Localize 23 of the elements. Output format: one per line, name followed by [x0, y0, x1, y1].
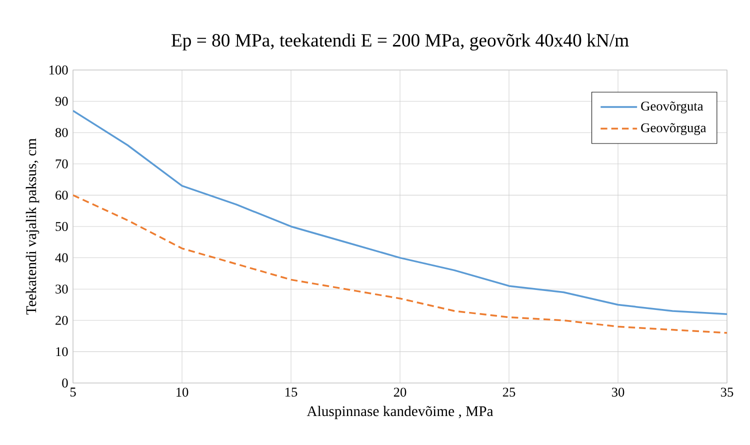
y-tick-label: 60: [56, 190, 68, 200]
x-tick-label: 15: [286, 388, 298, 397]
x-tick-label: 5: [70, 388, 76, 397]
y-tick-label: 80: [55, 128, 68, 138]
y-tick-label: 50: [56, 222, 68, 231]
x-tick-label: 30: [612, 388, 624, 397]
x-tick-label: 35: [720, 388, 734, 397]
y-tick-label: 100: [49, 65, 68, 74]
legend-label: Geovõrguta: [641, 101, 704, 114]
y-axis-title: Teekatendi vajalik paksus, cm: [26, 138, 40, 314]
x-tick-label: 25: [502, 388, 516, 397]
y-tick-label: 40: [55, 253, 68, 262]
y-tick-label: 20: [56, 316, 68, 325]
x-tick-label: 20: [394, 388, 406, 397]
x-tick-label: 10: [176, 388, 188, 397]
y-tick-label: 0: [62, 378, 68, 388]
legend-label: Geovõrguga: [641, 123, 706, 136]
y-tick-label: 70: [56, 159, 68, 168]
y-tick-label: 30: [56, 284, 68, 294]
chart-title: Ep = 80 MPa, teekatendi E = 200 MPa, geovõrk 40x40 kN/m: [171, 33, 629, 50]
x-axis-title: Aluspinnase kandevõime , MPa: [306, 406, 494, 420]
y-tick-label: 10: [56, 347, 68, 356]
y-tick-label: 90: [55, 96, 68, 106]
